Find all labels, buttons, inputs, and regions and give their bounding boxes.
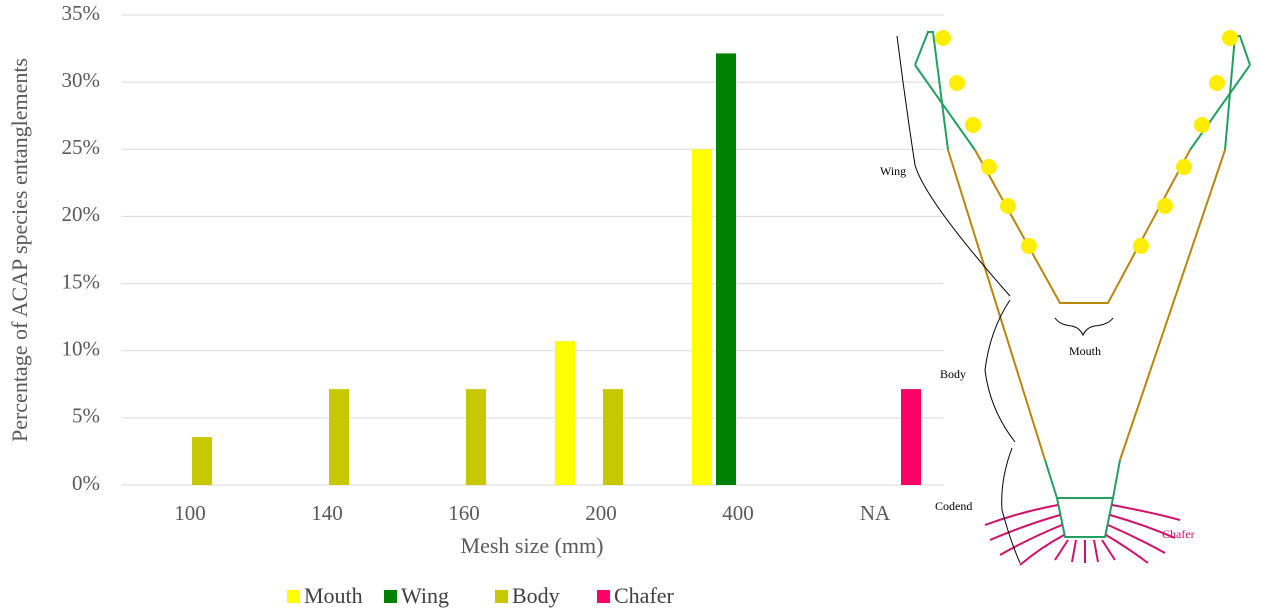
legend-label: Body [512,583,560,608]
legend-swatch [597,590,610,603]
x-tick-label: 200 [585,501,617,525]
bar [329,389,349,485]
legend-label: Chafer [614,583,675,608]
y-tick-label: 15% [62,269,101,293]
y-tick-label: 10% [62,337,101,361]
codend-outline [1044,459,1121,538]
body-outline [947,149,1226,461]
chafer-label: Chafer [1162,527,1195,541]
x-tick-label: 140 [311,501,343,525]
codend-label: Codend [935,499,972,513]
body-label: Body [940,367,966,381]
x-tick-label: 100 [174,501,206,525]
bar [901,389,921,485]
bar [603,389,623,485]
legend-swatch [287,590,300,603]
legend-swatch [495,590,508,603]
bar [555,341,575,485]
legend-label: Mouth [304,583,363,608]
y-tick-label: 25% [62,135,101,159]
bar [716,53,736,486]
y-tick-label: 20% [62,202,101,226]
legend-label: Wing [401,583,449,608]
chafer-lines [984,504,1181,566]
x-axis-title: Mesh size (mm) [461,533,604,558]
x-tick-label: 400 [722,501,754,525]
wing-label: Wing [880,164,906,178]
y-tick-label: 0% [72,471,100,495]
y-tick-label: 30% [62,68,101,92]
y-tick-label: 35% [62,1,101,25]
y-axis-title: Percentage of ACAP species entanglements [7,58,32,442]
bar [192,437,212,485]
x-tick-label: 160 [448,501,480,525]
trawl-diagram: Wing Body Mouth Codend Chafer [880,30,1251,566]
braces [896,35,1114,564]
wing-outline [914,31,1251,151]
x-tick-label: NA [860,501,891,525]
mouth-label: Mouth [1069,344,1101,358]
bar [466,389,486,485]
markers [935,30,1238,254]
legend-swatch [384,590,397,603]
y-tick-label: 5% [72,404,100,428]
bar [692,149,712,486]
